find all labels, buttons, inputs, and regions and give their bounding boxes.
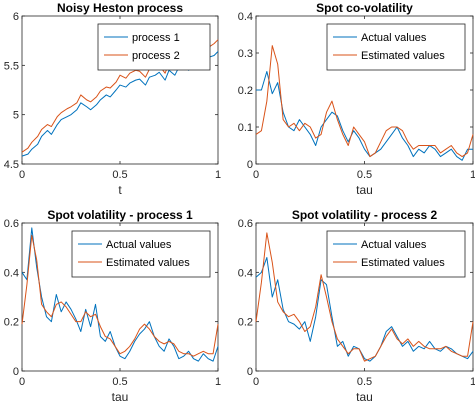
- legend-entry: process 1: [132, 32, 180, 44]
- x-tick-label: 0: [19, 376, 25, 388]
- y-tick-label: 0: [13, 366, 19, 378]
- x-tick-label: 0: [253, 169, 259, 181]
- y-tick-label: 0.4: [238, 11, 253, 23]
- x-tick-label: 1: [470, 376, 475, 388]
- legend-entry: Actual values: [361, 32, 427, 44]
- legend-entry: Actual values: [361, 239, 427, 251]
- chart-title: Spot co-volatility: [316, 1, 413, 15]
- x-tick-label: 0: [253, 376, 259, 388]
- legend: Actual values Estimated values: [326, 230, 466, 278]
- legend-box: [326, 23, 466, 71]
- x-tick-label: 0.5: [112, 376, 127, 388]
- legend-box: [71, 230, 211, 278]
- series-line-1: [255, 257, 474, 362]
- legend-box: [326, 230, 466, 278]
- y-tick-label: 0.2: [238, 85, 253, 97]
- chart-title: Spot volatility - process 1: [47, 208, 193, 222]
- y-tick-label: 0: [247, 159, 253, 171]
- series-line-2: [255, 45, 474, 158]
- legend: Actual values Estimated values: [326, 23, 466, 71]
- y-tick-label: 0.2: [238, 317, 253, 329]
- x-tick-label: 0: [19, 169, 25, 181]
- legend: process 1 process 2: [97, 23, 211, 71]
- chart-panel-2: Spot co-volatility 0 0.5 1 0 0.1 0.2 0.3 0.4 tau A…: [238, 1, 475, 197]
- x-axis-label: tau: [356, 183, 373, 197]
- x-tick-label: 1: [470, 169, 475, 181]
- x-axis-label: t: [118, 183, 122, 197]
- chart-title: Spot volatility - process 2: [292, 208, 438, 222]
- legend-entry: Estimated values: [361, 50, 445, 62]
- x-tick-label: 1: [215, 376, 221, 388]
- x-axis-label: tau: [112, 390, 129, 404]
- series-line-1: [21, 227, 219, 362]
- y-tick-label: 0.3: [238, 48, 253, 60]
- y-tick-label: 0.6: [4, 218, 19, 230]
- legend-entry: Estimated values: [106, 257, 190, 269]
- y-tick-label: 5.5: [4, 60, 19, 72]
- y-tick-label: 6: [13, 11, 19, 23]
- legend-entry: Estimated values: [361, 257, 445, 269]
- y-tick-label: 0.2: [4, 317, 19, 329]
- y-tick-label: 4.5: [4, 159, 19, 171]
- chart-panel-1: Noisy Heston process 0 0.5 1 4.5 5 5.5 6 t proces…: [4, 1, 221, 197]
- y-tick-label: 5: [13, 110, 19, 122]
- x-tick-label: 0.5: [357, 169, 372, 181]
- series-line-2: [255, 232, 474, 362]
- chart-panel-3: Spot volatility - process 1 0 0.5 1 0 0.2 0.4 0…: [4, 208, 221, 404]
- series-line-2: [21, 234, 219, 357]
- legend-entry: Actual values: [106, 239, 172, 251]
- x-tick-label: 1: [215, 169, 221, 181]
- y-tick-label: 0: [247, 366, 253, 378]
- chart-panel-4: Spot volatility - process 2 0 0.5 1 0 0.2 0.4 0…: [238, 208, 475, 404]
- x-tick-label: 0.5: [112, 169, 127, 181]
- x-axis-label: tau: [356, 390, 373, 404]
- legend-entry: process 2: [132, 50, 180, 62]
- y-tick-label: 0.4: [238, 267, 253, 279]
- y-tick-label: 0.4: [4, 267, 19, 279]
- legend-box: [97, 23, 211, 71]
- x-tick-label: 0.5: [357, 376, 372, 388]
- series-line-1: [256, 71, 473, 161]
- y-tick-label: 0.6: [238, 218, 253, 230]
- legend: Actual values Estimated values: [71, 230, 211, 278]
- chart-title: Noisy Heston process: [57, 1, 183, 15]
- y-tick-label: 0.1: [238, 122, 253, 134]
